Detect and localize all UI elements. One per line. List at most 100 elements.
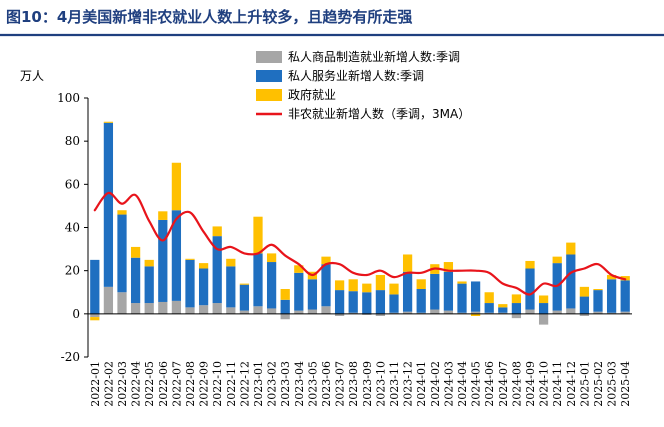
x-tick-label: 2025-02 — [592, 361, 605, 407]
bar-3-2023-10 — [375, 274, 386, 291]
bar-1-2022-05 — [144, 303, 154, 314]
y-tick-label: 100 — [57, 91, 80, 105]
bar-1-2024-06 — [484, 312, 494, 314]
bar-2-2022-09 — [198, 268, 209, 306]
bar-1-2023-03 — [280, 313, 290, 320]
x-tick-label: 2023-07 — [334, 361, 347, 407]
legend-label-3: 政府就业 — [288, 87, 336, 102]
x-tick-label: 2022-10 — [211, 361, 224, 407]
y-tick-label: -20 — [61, 350, 80, 364]
x-tick-label: 2023-09 — [361, 361, 374, 407]
bar-2-2024-10 — [538, 303, 549, 314]
x-tick-label: 2022-11 — [225, 361, 238, 407]
bar-2-2023-10 — [375, 290, 386, 314]
bar-2-2023-09 — [362, 292, 372, 314]
bar-3-2023-12 — [402, 254, 413, 272]
bar-2-2022-05 — [144, 266, 154, 304]
y-tick-label: 60 — [65, 177, 80, 191]
bar-2-2024-02 — [430, 273, 440, 310]
x-tick-label: 2025-04 — [619, 361, 632, 407]
bar-2-2023-06 — [321, 264, 331, 307]
x-tick-label: 2024-06 — [483, 361, 496, 407]
bar-3-2022-08 — [185, 258, 195, 260]
x-tick-label: 2024-09 — [524, 361, 537, 407]
bar-series — [90, 121, 630, 325]
x-tick-label: 2024-05 — [470, 361, 483, 407]
bar-3-2023-08 — [348, 279, 358, 292]
legend-label-4: 非农就业新增人数（季调，3MA） — [288, 106, 470, 121]
bar-1-2023-04 — [294, 310, 304, 314]
bar-3-2022-04 — [130, 246, 141, 258]
x-tick-label: 2023-03 — [279, 361, 292, 407]
bar-3-2022-01 — [90, 317, 100, 321]
bar-2-2023-07 — [334, 290, 345, 314]
bar-2-2024-05 — [470, 281, 481, 312]
bar-3-2024-01 — [416, 279, 426, 290]
bar-2-2024-04 — [457, 283, 467, 313]
bar-2-2024-09 — [525, 268, 535, 310]
legend-swatch-1 — [256, 51, 282, 63]
bar-3-2023-02 — [266, 253, 277, 263]
x-tick-label: 2023-01 — [252, 361, 265, 407]
bar-1-2023-08 — [348, 312, 358, 314]
bar-3-2022-10 — [212, 226, 222, 237]
bar-1-2024-10 — [538, 313, 549, 325]
y-tick-label: 0 — [72, 307, 80, 321]
bar-3-2024-06 — [484, 292, 494, 304]
bar-1-2024-02 — [430, 309, 440, 314]
bar-1-2024-12 — [566, 308, 576, 314]
bar-2-2022-10 — [212, 236, 222, 304]
bar-2-2025-02 — [593, 290, 603, 312]
bar-1-2025-02 — [593, 311, 603, 314]
bar-1-2022-03 — [117, 292, 127, 314]
y-tick-label: 20 — [65, 264, 80, 278]
bar-2-2023-01 — [253, 253, 263, 307]
bar-1-2024-05 — [470, 311, 481, 314]
x-tick-label: 2022-09 — [198, 361, 211, 407]
figure-title: 图10：4月美国新增非农就业人数上升较多，且趋势有所走强 — [6, 8, 412, 26]
bar-3-2023-09 — [362, 283, 372, 293]
x-tick-label: 2023-02 — [266, 361, 279, 407]
bar-1-2022-10 — [212, 303, 222, 314]
y-tick-label: 80 — [65, 134, 80, 148]
bar-1-2022-12 — [239, 310, 250, 314]
bar-1-2024-07 — [498, 312, 508, 314]
x-tick-label: 2023-04 — [293, 361, 306, 407]
bar-3-2024-12 — [566, 242, 576, 255]
bar-3-2022-03 — [117, 210, 127, 215]
bar-2-2023-02 — [266, 262, 277, 309]
x-tick-label: 2024-10 — [538, 361, 551, 407]
bar-2-2022-07 — [171, 210, 182, 301]
x-tick-label: 2022-04 — [130, 361, 143, 407]
bar-1-2024-03 — [443, 310, 454, 314]
x-tick-label: 2023-06 — [320, 361, 333, 407]
bar-1-2024-01 — [416, 312, 426, 314]
bar-2-2023-12 — [402, 271, 413, 312]
bar-1-2023-12 — [402, 311, 413, 314]
bar-2-2024-12 — [566, 254, 576, 309]
bar-2-2024-01 — [416, 289, 426, 313]
y-axis-unit-label: 万人 — [20, 69, 44, 83]
bar-3-2024-10 — [538, 295, 549, 304]
line-nfp-3ma — [93, 191, 627, 296]
bar-1-2023-06 — [321, 306, 331, 314]
x-tick-label: 2024-01 — [415, 361, 428, 407]
x-tick-label: 2024-08 — [510, 361, 523, 407]
bar-2-2022-12 — [239, 284, 250, 311]
bar-3-2024-03 — [443, 262, 454, 272]
bar-2-2023-11 — [389, 294, 399, 313]
x-tick-label: 2022-01 — [89, 361, 102, 407]
x-tick-label: 2023-12 — [402, 361, 415, 407]
bar-2-2025-01 — [579, 296, 590, 314]
x-tick-label: 2024-02 — [429, 361, 442, 407]
bar-3-2023-03 — [280, 289, 290, 300]
legend-label-1: 私人商品制造就业新增人数:季调 — [288, 49, 460, 64]
bar-3-2025-03 — [606, 274, 617, 280]
bar-1-2023-05 — [307, 309, 318, 314]
bar-3-2024-05 — [470, 313, 481, 316]
x-tick-label: 2022-12 — [238, 361, 251, 407]
bar-2-2025-04 — [620, 280, 630, 312]
bar-2-2023-05 — [307, 279, 318, 310]
bar-2-2024-07 — [498, 307, 508, 313]
bar-3-2025-01 — [579, 286, 590, 297]
